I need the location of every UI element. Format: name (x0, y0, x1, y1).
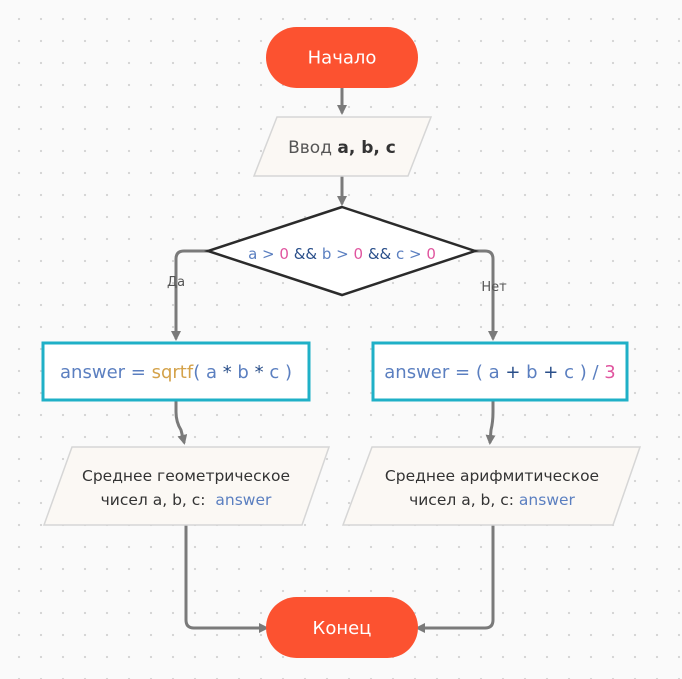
code-op: * (217, 362, 237, 383)
decision-num: 0 (279, 245, 289, 263)
code-var: a (206, 362, 217, 383)
end-terminal[interactable]: Конец (266, 597, 418, 658)
decision-var-a: a (248, 245, 257, 263)
input-block[interactable]: Ввод a, b, c (252, 116, 433, 177)
code-var: c (564, 362, 574, 383)
code-op: + (538, 362, 565, 383)
output-arithmetic-var: answer (519, 491, 576, 509)
connector-decision-no (473, 249, 498, 341)
decision-num: 0 (426, 245, 436, 263)
branch-no-label: Нет (481, 280, 507, 295)
connector-left-process-to-output (174, 398, 188, 445)
connector-right-process-to-output (485, 398, 496, 445)
start-terminal[interactable]: Начало (266, 27, 418, 88)
output-block-arithmetic[interactable]: Среднее арифмитическое чисел a, b, c: an… (341, 446, 642, 526)
input-text: Ввод a, b, c (288, 138, 396, 158)
output-arithmetic-line1: Среднее арифмитическое (385, 467, 599, 485)
code-var: c (269, 362, 279, 383)
code-paren: ( (193, 362, 206, 383)
connector-decision-yes (171, 249, 210, 341)
process-block-arithmetic[interactable]: answer = ( a + b + c ) / 3 (371, 341, 629, 402)
decision-and: && (363, 245, 396, 263)
decision-num: 0 (354, 245, 364, 263)
decision-block[interactable]: a > 0 && b > 0 && c > 0 (203, 205, 479, 297)
process-block-geometric[interactable]: answer = sqrtf( a * b * c ) (41, 341, 311, 402)
output-block-geometric[interactable]: Среднее геометрическое чисел a, b, c: an… (42, 446, 331, 526)
branch-yes-label: Да (167, 275, 185, 290)
code-var: answer (384, 362, 450, 383)
code-paren: ) / (574, 362, 604, 383)
code-paren: ) (279, 362, 292, 383)
connectors (171, 86, 498, 633)
code-op: = (125, 362, 152, 383)
process-arithmetic-code: answer = ( a + b + c ) / 3 (384, 362, 615, 383)
decision-var-b: b (322, 245, 332, 263)
code-var: a (489, 362, 500, 383)
connector-left-output-to-end (184, 523, 269, 633)
process-geometric-code: answer = sqrtf( a * b * c ) (60, 362, 292, 383)
code-var: answer (60, 362, 126, 383)
decision-op: > (404, 245, 426, 263)
decision-condition: a > 0 && b > 0 && c > 0 (248, 245, 436, 263)
code-op: + (500, 362, 527, 383)
code-op: = (449, 362, 476, 383)
output-geometric-var: answer (215, 491, 272, 509)
input-vars: a, b, c (337, 138, 395, 158)
code-num: 3 (604, 362, 615, 383)
output-arithmetic-line2: чисел a, b, c: answer (409, 491, 575, 509)
output-geometric-prefix: чисел a, b, c: (101, 491, 216, 509)
code-paren: ( (476, 362, 489, 383)
end-label: Конец (313, 618, 372, 639)
output-geometric-line1: Среднее геометрическое (82, 467, 290, 485)
output-arithmetic-prefix: чисел a, b, c: (409, 491, 519, 509)
decision-var-c: c (396, 245, 404, 263)
input-prefix: Ввод (288, 138, 337, 158)
connector-right-output-to-end (415, 523, 495, 633)
start-label: Начало (308, 48, 377, 69)
decision-op: > (331, 245, 353, 263)
code-op: * (249, 362, 269, 383)
output-geometric-line2: чисел a, b, c: answer (101, 491, 272, 509)
code-var: b (237, 362, 248, 383)
code-func: sqrtf (152, 362, 194, 383)
code-var: b (526, 362, 537, 383)
decision-and: && (289, 245, 322, 263)
decision-op: > (257, 245, 279, 263)
